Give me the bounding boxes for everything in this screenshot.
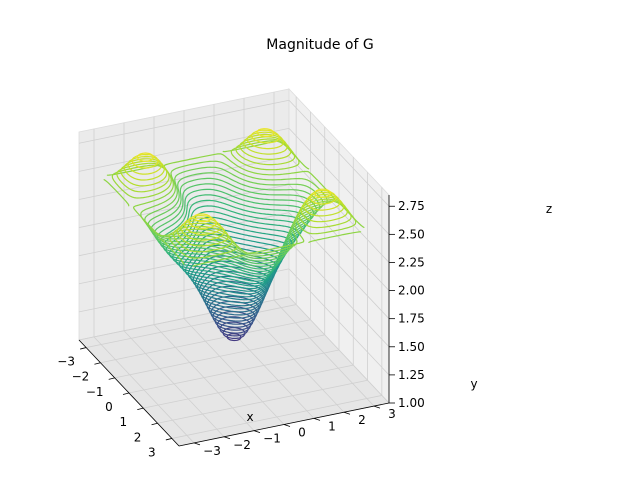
grid-line-y-floor: [123, 330, 225, 438]
x-tick-label: −3: [57, 355, 75, 369]
grid-line-y-floor: [93, 336, 195, 444]
z-tick-label: 2.75: [398, 199, 425, 213]
grid-line-z-right: [288, 99, 390, 207]
grid-line-z-right: [288, 156, 390, 263]
y-tick: [313, 417, 321, 421]
contour-level-48: [136, 128, 332, 223]
grid-line-z-left: [78, 99, 290, 144]
x-tick-label: 0: [105, 400, 113, 414]
y-tick: [223, 436, 231, 440]
grid-line-z-right: [288, 296, 390, 404]
x-tick-label: 3: [148, 445, 156, 459]
grid-line-y-floor: [153, 324, 255, 431]
grid-line-z-right: [288, 268, 390, 376]
y-tick: [193, 442, 201, 446]
y-tick: [283, 424, 291, 427]
z-tick-label: 1.25: [398, 368, 425, 382]
grid-line-y-floor: [243, 305, 345, 413]
y-tick-label: 1: [328, 419, 336, 433]
z-tick-label: 1.50: [398, 340, 425, 354]
grid-line-y-floor: [183, 318, 285, 425]
contour-lines: [103, 128, 365, 342]
y-tick-label: −2: [233, 438, 251, 452]
y-tick-label: −3: [203, 444, 221, 458]
y-tick-label: −1: [263, 432, 281, 446]
grid-line-z-right: [288, 128, 390, 235]
x-tick: [94, 362, 101, 365]
z-tick-label: 1.00: [398, 396, 425, 410]
x-tick: [80, 347, 87, 350]
y-tick-label: 0: [298, 426, 306, 440]
chart-title: Magnitude of G: [266, 37, 373, 53]
x-tick-label: 2: [134, 430, 142, 444]
grid-line-y-floor: [273, 299, 375, 407]
x-tick-label: −2: [72, 370, 90, 384]
contour-level-47: [131, 129, 337, 229]
z-tick-label: 2.50: [398, 227, 425, 241]
x-tick: [165, 438, 172, 441]
x-axis-label: x: [246, 410, 253, 424]
y-tick-label: 3: [388, 407, 396, 421]
x-tick-label: −1: [86, 385, 104, 399]
grid-lines: [78, 92, 390, 444]
x-tick: [137, 407, 144, 411]
grid-line-z-right: [288, 212, 390, 319]
z-tick-label: 2.25: [398, 255, 425, 269]
contour-level-39: [144, 166, 324, 257]
y-tick: [373, 405, 381, 409]
x-tick: [108, 377, 115, 380]
z-tick-label: 1.75: [398, 312, 425, 326]
y-tick: [253, 430, 261, 434]
y-tick: [343, 411, 351, 415]
y-tick-label: 2: [358, 413, 366, 427]
z-tick-label: 2.00: [398, 284, 425, 298]
z-axis-label: z: [546, 202, 552, 216]
grid-line-z-right: [288, 240, 390, 348]
x-tick: [122, 392, 130, 395]
grid-line-z-left: [78, 184, 290, 228]
y-axis-label: y: [470, 377, 477, 391]
x-tick: [151, 422, 158, 426]
x-tick-label: 1: [119, 415, 127, 429]
